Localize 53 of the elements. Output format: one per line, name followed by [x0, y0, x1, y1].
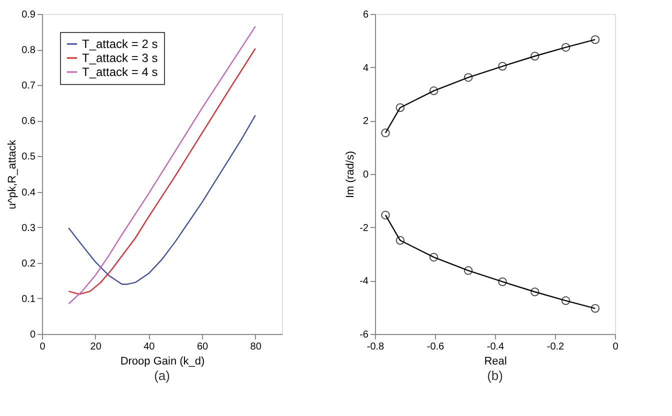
x-tick-label: 80	[250, 342, 262, 352]
point	[590, 304, 600, 313]
y-axis-title: Im (rad/s)	[344, 150, 357, 198]
legend-label: T_attack = 4 s	[82, 65, 158, 79]
y-tick-label: 0.2	[22, 258, 36, 270]
text: (b)	[487, 368, 503, 383]
point	[396, 236, 405, 245]
point	[381, 210, 390, 220]
x-axis-title: Real	[484, 356, 507, 368]
point	[429, 86, 438, 96]
x-axis-title: Droop Gain (k_d)	[120, 356, 205, 368]
x-tick-label: -0.4	[486, 342, 505, 352]
legend-label: T_attack = 2 s	[82, 37, 158, 51]
point	[561, 42, 570, 52]
x-tick-label: 60	[196, 342, 208, 352]
y-tick-label: 0.8	[22, 45, 36, 56]
x-tick-label: -0.8	[366, 342, 385, 352]
point	[561, 296, 570, 306]
y-tick-label: -6	[360, 330, 369, 340]
point	[530, 288, 540, 296]
point	[464, 73, 473, 82]
x-tick-label: 0	[612, 342, 619, 352]
x-tick-label: 0	[40, 342, 46, 352]
point	[590, 35, 600, 44]
y-tick-label: 2	[362, 116, 369, 128]
text: (a)	[154, 368, 170, 383]
line-series	[68, 114, 256, 285]
y-tick-label: 0	[30, 330, 36, 340]
y-tick-label: 4	[362, 62, 369, 74]
x-tick-label: -0.6	[426, 342, 445, 352]
y-tick-label: -4	[360, 276, 369, 288]
point	[498, 62, 507, 71]
legend-label: T_attack = 3 s	[82, 51, 158, 65]
x-tick-label: -0.2	[546, 342, 565, 352]
y-tick-label: 0.1	[22, 294, 36, 305]
point	[464, 266, 473, 275]
y-tick-label: 0.6	[22, 116, 36, 128]
point	[396, 103, 405, 112]
y-axis-title: u^pk,R_attack	[6, 139, 19, 210]
y-tick-label: 0	[362, 170, 369, 180]
y-tick-label: 6	[362, 10, 369, 20]
point	[498, 277, 507, 286]
y-tick-label: 0.3	[22, 222, 36, 234]
point	[429, 252, 438, 262]
x-tick-label: 40	[144, 342, 156, 352]
point	[381, 128, 390, 138]
y-tick-label: 0.4	[22, 187, 36, 198]
y-tick-label: 0.9	[22, 10, 36, 20]
point	[530, 52, 540, 60]
x-tick-label: 20	[90, 342, 102, 352]
y-tick-label: 0.7	[22, 80, 36, 92]
y-tick-label: 0.5	[22, 152, 36, 163]
y-tick-label: -2	[360, 222, 369, 234]
